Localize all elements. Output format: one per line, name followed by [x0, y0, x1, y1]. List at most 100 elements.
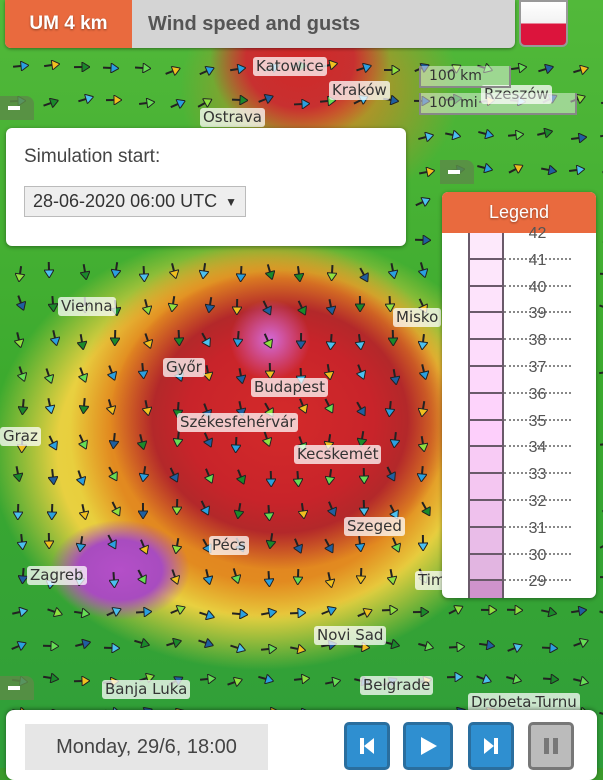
wind-arrow-icon: [540, 605, 558, 618]
model-selector[interactable]: UM 4 km: [5, 0, 132, 48]
previous-button[interactable]: [344, 722, 390, 770]
wind-arrow-icon: [74, 62, 90, 72]
wind-arrow-icon: [78, 397, 89, 414]
wind-arrow-icon: [166, 466, 182, 485]
wind-arrow-icon: [137, 363, 148, 380]
city-label: Vienna: [58, 297, 116, 316]
wind-arrow-icon: [77, 92, 95, 106]
wind-arrow-icon: [358, 468, 369, 484]
legend-swatch: [468, 340, 504, 367]
collapse-sim-button[interactable]: [0, 96, 34, 120]
wind-arrow-icon: [506, 641, 525, 656]
legend-swatch: [468, 581, 504, 598]
wind-arrow-icon: [480, 605, 496, 615]
wind-arrow-icon: [416, 261, 430, 279]
wind-arrow-icon: [12, 332, 25, 350]
wind-arrow-icon: [325, 298, 338, 316]
wind-arrow-icon: [104, 642, 120, 652]
wind-arrow-icon: [260, 606, 278, 619]
city-label: Székesfehérvár: [177, 413, 298, 432]
wind-arrow-icon: [418, 364, 431, 382]
wind-arrow-icon: [168, 97, 187, 113]
wind-arrow-icon: [418, 499, 435, 518]
simulation-start-value: 28-06-2020 06:00 UTC: [33, 191, 217, 212]
wind-arrow-icon: [293, 673, 310, 685]
wind-arrow-icon: [200, 430, 216, 449]
wind-arrow-icon: [104, 532, 120, 551]
wind-arrow-icon: [324, 469, 336, 486]
wind-arrow-icon: [444, 129, 462, 142]
wind-arrow-icon: [479, 638, 496, 650]
wind-arrow-icon: [45, 605, 63, 620]
wind-arrow-icon: [135, 434, 148, 452]
simulation-start-select[interactable]: 28-06-2020 06:00 UTC ▼: [24, 186, 246, 217]
wind-arrow-icon: [234, 368, 247, 386]
wind-arrow-icon: [356, 568, 367, 584]
next-button[interactable]: [468, 722, 514, 770]
city-label: Kraków: [329, 81, 390, 100]
wind-arrow-icon: [226, 675, 244, 690]
wind-arrow-icon: [76, 366, 91, 384]
wind-arrow-icon: [171, 538, 184, 555]
legend-swatch: [468, 528, 504, 555]
wind-arrow-icon: [138, 266, 149, 283]
pause-button[interactable]: [528, 722, 574, 770]
wind-arrow-icon: [106, 94, 122, 104]
wind-arrow-icon: [260, 430, 274, 448]
wind-arrow-icon: [134, 568, 150, 587]
wind-arrow-icon: [109, 572, 120, 589]
wind-arrow-icon: [383, 465, 399, 484]
wind-arrow-icon: [140, 332, 155, 350]
wind-arrow-icon: [418, 165, 436, 178]
wind-arrow-icon: [541, 642, 558, 653]
wind-arrow-icon: [259, 298, 275, 317]
legend-swatch: [468, 474, 504, 501]
wind-arrow-icon: [264, 570, 275, 587]
collapse-legend-button[interactable]: [440, 160, 474, 184]
layer-selector[interactable]: Wind speed and gusts: [132, 0, 360, 48]
city-label: Pécs: [209, 536, 249, 555]
wind-arrow-icon: [290, 536, 305, 555]
wind-arrow-icon: [76, 433, 92, 452]
wind-arrow-icon: [74, 676, 90, 687]
wind-arrow-icon: [233, 330, 244, 347]
wind-arrow-icon: [536, 127, 554, 140]
legend-swatch: [468, 287, 504, 314]
wind-arrow-icon: [294, 99, 311, 110]
simulation-panel: Simulation start: 28-06-2020 06:00 UTC ▼: [6, 128, 406, 246]
wind-arrow-icon: [418, 535, 428, 551]
wind-arrow-icon: [389, 431, 401, 448]
wind-arrow-icon: [295, 397, 310, 416]
legend-swatch: [468, 233, 504, 260]
simulation-label: Simulation start:: [24, 146, 388, 168]
wind-arrow-icon: [598, 606, 603, 621]
poland-flag-icon[interactable]: [519, 0, 568, 47]
wind-arrow-icon: [201, 467, 216, 486]
legend-swatch: [468, 447, 504, 474]
legend-swatch: [468, 394, 504, 421]
wind-arrow-icon: [571, 132, 588, 144]
wind-arrow-icon: [324, 675, 342, 688]
city-label: Banja Luka: [102, 680, 190, 699]
wind-arrow-icon: [257, 92, 276, 107]
city-label: Budapest: [251, 378, 328, 397]
wind-arrow-icon: [324, 571, 337, 589]
wind-arrow-icon: [135, 63, 152, 74]
wind-arrow-icon: [599, 365, 603, 377]
wind-arrow-icon: [354, 333, 366, 350]
play-button[interactable]: [403, 722, 453, 770]
wind-arrow-icon: [42, 96, 60, 111]
wind-arrow-icon: [232, 95, 249, 106]
wind-arrow-icon: [264, 504, 275, 521]
collapse-bottom-button[interactable]: [0, 676, 34, 700]
wind-arrow-icon: [204, 296, 216, 313]
wind-arrow-icon: [510, 62, 527, 74]
wind-arrow-icon: [355, 296, 365, 312]
wind-arrow-icon: [384, 65, 400, 75]
wind-arrow-icon: [599, 439, 603, 450]
wind-arrow-icon: [202, 569, 215, 587]
wind-arrow-icon: [476, 162, 494, 176]
wind-arrow-icon: [540, 164, 558, 177]
city-label: Kecskemét: [294, 445, 381, 464]
